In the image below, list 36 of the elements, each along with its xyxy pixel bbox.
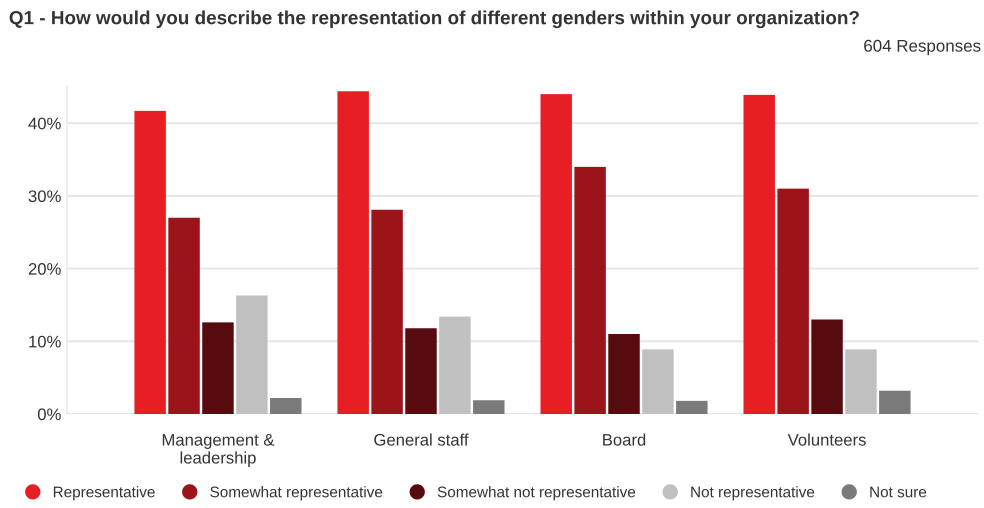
y-tick-label: 40% (28, 118, 61, 130)
bar (676, 400, 708, 414)
bar (134, 110, 166, 414)
bar (439, 316, 471, 414)
bar (202, 322, 234, 414)
bar (540, 94, 572, 414)
bar (608, 334, 640, 414)
x-tick-label: Volunteers (788, 433, 866, 446)
y-tick-label: 20% (28, 263, 61, 275)
legend-label: Representative (54, 486, 155, 500)
bar (168, 218, 200, 414)
bar (473, 400, 505, 414)
bar (879, 390, 911, 414)
chart-title: Q1 - How would you describe the representation of different genders within your organization? (10, 10, 859, 28)
legend-label: Not representative (691, 486, 814, 500)
y-tick-label: 10% (29, 336, 61, 348)
legend-label: Somewhat representative (210, 486, 382, 500)
bar (405, 328, 437, 414)
bar (845, 349, 877, 414)
bar (777, 188, 809, 414)
y-tick-label: 0% (38, 408, 61, 420)
bar (236, 296, 268, 414)
bar (744, 94, 775, 414)
legend-label: Somewhat not representative (438, 486, 636, 500)
x-tick-label: General staff (374, 433, 469, 446)
bar (811, 320, 843, 414)
bar (371, 210, 403, 414)
bar (642, 349, 674, 414)
x-tick-label: Management & leadership (162, 434, 274, 467)
bar (574, 166, 606, 414)
bar (337, 91, 369, 414)
y-tick-label: 30% (28, 190, 61, 202)
x-tick-label: Board (603, 433, 646, 446)
chart-subtitle: 604 Responses (864, 40, 980, 56)
bar (270, 398, 302, 414)
legend-label: Not sure (870, 486, 926, 498)
